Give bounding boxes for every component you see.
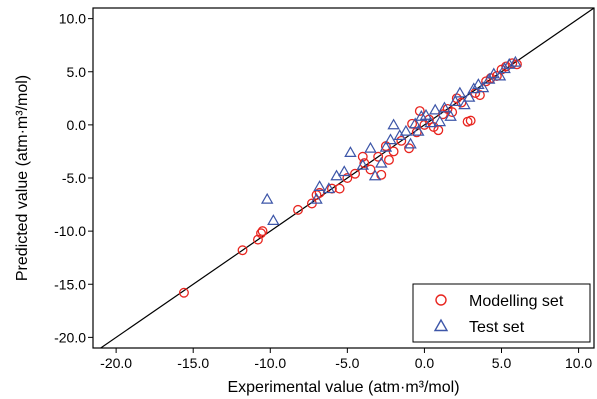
triangle-point bbox=[344, 146, 357, 157]
triangle-point bbox=[476, 81, 490, 93]
circle-point bbox=[507, 58, 518, 69]
legend-triangle-icon bbox=[433, 318, 449, 332]
circle-point bbox=[252, 234, 263, 245]
triangle-point bbox=[399, 124, 413, 136]
triangle-point bbox=[433, 115, 447, 127]
triangle-point bbox=[453, 86, 467, 98]
legend: Modelling set Test set bbox=[412, 283, 591, 343]
x-tick-label: -10.0 bbox=[254, 355, 286, 371]
circle-point bbox=[465, 115, 476, 126]
triangle-point bbox=[310, 192, 323, 204]
x-tick-label: 5.0 bbox=[492, 355, 512, 371]
x-tick-label: 10.0 bbox=[565, 355, 592, 371]
triangle-point bbox=[408, 117, 422, 129]
circle-point bbox=[359, 158, 370, 169]
legend-label: Modelling set bbox=[469, 293, 564, 310]
triangle-point bbox=[444, 109, 457, 121]
triangle-point bbox=[338, 165, 351, 177]
triangle-point bbox=[384, 133, 397, 145]
circle-point bbox=[257, 226, 268, 237]
y-tick-label: 10.0 bbox=[59, 11, 86, 27]
triangle-point bbox=[438, 101, 451, 113]
x-tick-label: -20.0 bbox=[100, 355, 132, 371]
plot-area bbox=[99, 8, 594, 348]
triangle-point bbox=[364, 141, 377, 153]
triangle-point bbox=[375, 156, 388, 168]
triangle-point bbox=[415, 109, 428, 121]
triangle-point bbox=[412, 124, 425, 136]
triangle-point bbox=[368, 169, 382, 181]
legend-label: Test set bbox=[469, 319, 525, 336]
circle-point bbox=[396, 135, 407, 146]
triangle-point bbox=[449, 95, 462, 107]
circle-point bbox=[334, 183, 345, 194]
triangle-point bbox=[462, 90, 476, 102]
y-tick-label: 0.0 bbox=[67, 117, 87, 133]
triangle-point bbox=[322, 182, 336, 194]
circle-point bbox=[293, 204, 303, 215]
y-tick-label: -10.0 bbox=[54, 223, 86, 239]
circle-point bbox=[373, 151, 384, 162]
y-axis-title: Predicted value (atm·m³/mol) bbox=[14, 75, 31, 281]
triangle-point bbox=[387, 118, 400, 130]
triangle-point bbox=[472, 78, 485, 90]
triangle-point bbox=[267, 214, 280, 225]
triangle-point bbox=[509, 55, 522, 67]
circle-point bbox=[414, 106, 425, 117]
circle-point bbox=[256, 228, 266, 239]
y-tick-label: 5.0 bbox=[67, 64, 87, 80]
y-tick-label: -15.0 bbox=[54, 276, 86, 292]
triangle-point bbox=[313, 180, 326, 191]
triangle-point bbox=[379, 140, 393, 152]
triangle-point bbox=[404, 137, 417, 149]
x-tick-label: 0.0 bbox=[415, 355, 435, 371]
triangle-point bbox=[487, 67, 501, 79]
series-2 bbox=[260, 55, 522, 225]
circle-point bbox=[384, 154, 394, 165]
circle-point bbox=[474, 90, 485, 101]
x-tick-label: -15.0 bbox=[177, 355, 209, 371]
circle-point bbox=[350, 168, 361, 179]
circle-point bbox=[237, 245, 248, 256]
legend-box bbox=[412, 283, 591, 343]
y-tick-label: -20.0 bbox=[54, 329, 86, 345]
circle-point bbox=[342, 173, 353, 183]
y-tick-label: -5.0 bbox=[62, 170, 86, 186]
legend-circle-icon bbox=[435, 294, 447, 306]
circle-point bbox=[179, 287, 189, 298]
triangle-point bbox=[260, 192, 274, 204]
axes: -20.0 -15.0 -10.0 -5.0 0.0 5.0 10.0 -20.0 -15.0 -… bbox=[14, 7, 595, 396]
triangle-point bbox=[419, 108, 433, 120]
circle-point bbox=[376, 169, 387, 180]
triangle-point bbox=[458, 98, 471, 110]
triangle-point bbox=[482, 72, 496, 84]
triangle-point bbox=[424, 116, 437, 128]
x-tick-label: -5.0 bbox=[335, 355, 359, 371]
x-axis-title: Experimental value (atm·m³/mol) bbox=[227, 379, 459, 396]
triangle-point bbox=[428, 103, 442, 115]
triangle-point bbox=[493, 69, 507, 81]
triangle-point bbox=[356, 158, 370, 170]
